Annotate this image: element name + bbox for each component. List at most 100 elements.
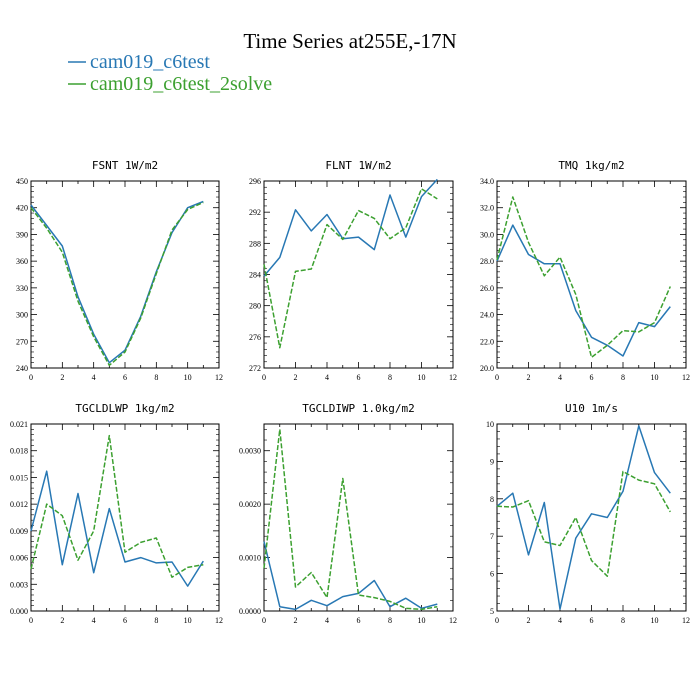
y-tick-label: 0.006 (10, 554, 28, 563)
series-line-c6test (496, 224, 671, 357)
x-tick-label: 2 (527, 616, 531, 625)
y-tick-label: 0.0010 (239, 554, 261, 563)
x-tick-label: 4 (325, 373, 329, 382)
series-line-c6test-2solve (496, 196, 671, 359)
panel-4: TGCLDLWP 1kg/m2 0 2 4 6 8 10 12 0.000 0.003 0.006 0… (10, 402, 223, 625)
x-tick-label: 4 (92, 373, 96, 382)
y-tick-label: 0.021 (10, 420, 28, 429)
panel-title: TMQ 1kg/m2 (558, 159, 624, 172)
legend: cam019_c6test cam019_c6test_2solve (68, 51, 272, 95)
y-tick-label: 0.009 (10, 527, 28, 536)
x-tick-label: 10 (184, 616, 192, 625)
series-line-c6test (30, 200, 204, 364)
y-tick-label: 10 (486, 420, 494, 429)
x-tick-label: 4 (558, 616, 562, 625)
y-tick-label: 28.0 (480, 257, 494, 266)
x-tick-label: 8 (154, 373, 158, 382)
x-tick-label: 2 (527, 373, 531, 382)
x-tick-label: 12 (449, 373, 457, 382)
x-tick-label: 12 (215, 616, 223, 625)
series-line-c6test-2solve (30, 434, 204, 578)
y-tick-label: 284 (249, 271, 261, 280)
x-tick-label: 0 (495, 616, 499, 625)
y-tick-label: 26.0 (480, 284, 494, 293)
x-tick-label: 0 (262, 616, 266, 625)
x-tick-label: 8 (388, 373, 392, 382)
y-tick-label: 24.0 (480, 311, 494, 320)
panel-title: TGCLDIWP 1.0kg/m2 (302, 402, 415, 415)
x-tick-label: 4 (92, 616, 96, 625)
y-tick-label: 20.0 (480, 364, 494, 373)
x-tick-label: 6 (123, 616, 127, 625)
y-tick-label: 5 (490, 607, 494, 616)
y-tick-label: 30.0 (480, 230, 494, 239)
y-tick-label: 276 (249, 333, 261, 342)
x-tick-label: 12 (682, 373, 690, 382)
legend-label-1: cam019_c6test (90, 51, 210, 73)
x-tick-label: 0 (29, 616, 33, 625)
plot-frame (30, 180, 220, 369)
y-tick-label: 22.0 (480, 337, 494, 346)
panels: FSNT 1W/m20 2 4 6 8 10 12240270300330360390420… (10, 159, 690, 625)
y-tick-label: 296 (249, 177, 261, 186)
y-tick-label: 0.012 (10, 500, 28, 509)
figure-title: Time Series at255E,-17N (243, 29, 456, 53)
x-tick-label: 4 (558, 373, 562, 382)
y-tick-label: 360 (16, 257, 28, 266)
panel-title: FSNT 1W/m2 (92, 159, 158, 172)
y-tick-label: 0.0000 (239, 607, 261, 616)
panel-3: TMQ 1kg/m2 0 2 4 6 8 10 12 20.0 22.0 24.0 26.0 28.0 3… (480, 159, 690, 382)
y-tick-label: 390 (16, 230, 28, 239)
series-line-c6test (496, 425, 671, 610)
x-tick-label: 6 (590, 616, 594, 625)
x-tick-label: 10 (651, 373, 659, 382)
x-tick-label: 6 (123, 373, 127, 382)
x-tick-label: 6 (357, 373, 361, 382)
y-tick-label: 34.0 (480, 177, 494, 186)
x-tick-label: 8 (154, 616, 158, 625)
y-tick-label: 9 (490, 457, 494, 466)
x-tick-label: 6 (590, 373, 594, 382)
y-tick-label: 288 (249, 239, 261, 248)
y-tick-label: 272 (249, 364, 261, 373)
y-tick-label: 270 (16, 337, 28, 346)
y-tick-label: 7 (490, 532, 494, 541)
x-tick-label: 2 (60, 373, 64, 382)
x-tick-label: 8 (621, 373, 625, 382)
plot-frame (496, 180, 687, 369)
y-tick-label: 0.000 (10, 607, 28, 616)
panel-6: U10 1m/s 0 2 4 6 8 10 12 5 6 7 8 9 10 (486, 402, 690, 625)
plot-frame (30, 423, 220, 612)
y-tick-label: 0.0030 (239, 447, 261, 456)
x-tick-label: 8 (621, 616, 625, 625)
panel-5: TGCLDIWP 1.0kg/m2 0 2 4 6 8 10 12 0.0000 0.0010 0.… (239, 402, 457, 625)
x-tick-label: 10 (418, 616, 426, 625)
x-tick-label: 10 (184, 373, 192, 382)
plot-frame (263, 423, 454, 612)
y-tick-label: 32.0 (480, 204, 494, 213)
panel-1: FSNT 1W/m2 0 2 4 6 8 10 12 240 270 300 330 360 390 420… (16, 159, 223, 382)
series-line-c6test (30, 470, 204, 587)
x-tick-label: 8 (388, 616, 392, 625)
x-tick-label: 4 (325, 616, 329, 625)
series-line-c6test (263, 178, 438, 277)
x-tick-label: 0 (495, 373, 499, 382)
series-line-c6test-2solve (496, 470, 671, 577)
y-tick-label: 420 (16, 204, 28, 213)
plot-frame (263, 180, 454, 369)
series-line-c6test-2solve (263, 428, 438, 611)
panel-title: U10 1m/s (565, 402, 618, 415)
x-tick-label: 0 (29, 373, 33, 382)
y-tick-label: 0.003 (10, 580, 28, 589)
y-tick-label: 292 (249, 208, 261, 217)
y-tick-label: 0.0020 (239, 500, 261, 509)
y-tick-label: 8 (490, 495, 494, 504)
y-tick-label: 300 (16, 311, 28, 320)
x-tick-label: 6 (357, 616, 361, 625)
x-tick-label: 2 (294, 373, 298, 382)
y-tick-label: 240 (16, 364, 28, 373)
plot-frame (496, 423, 687, 612)
x-tick-label: 10 (651, 616, 659, 625)
y-tick-label: 0.018 (10, 447, 28, 456)
